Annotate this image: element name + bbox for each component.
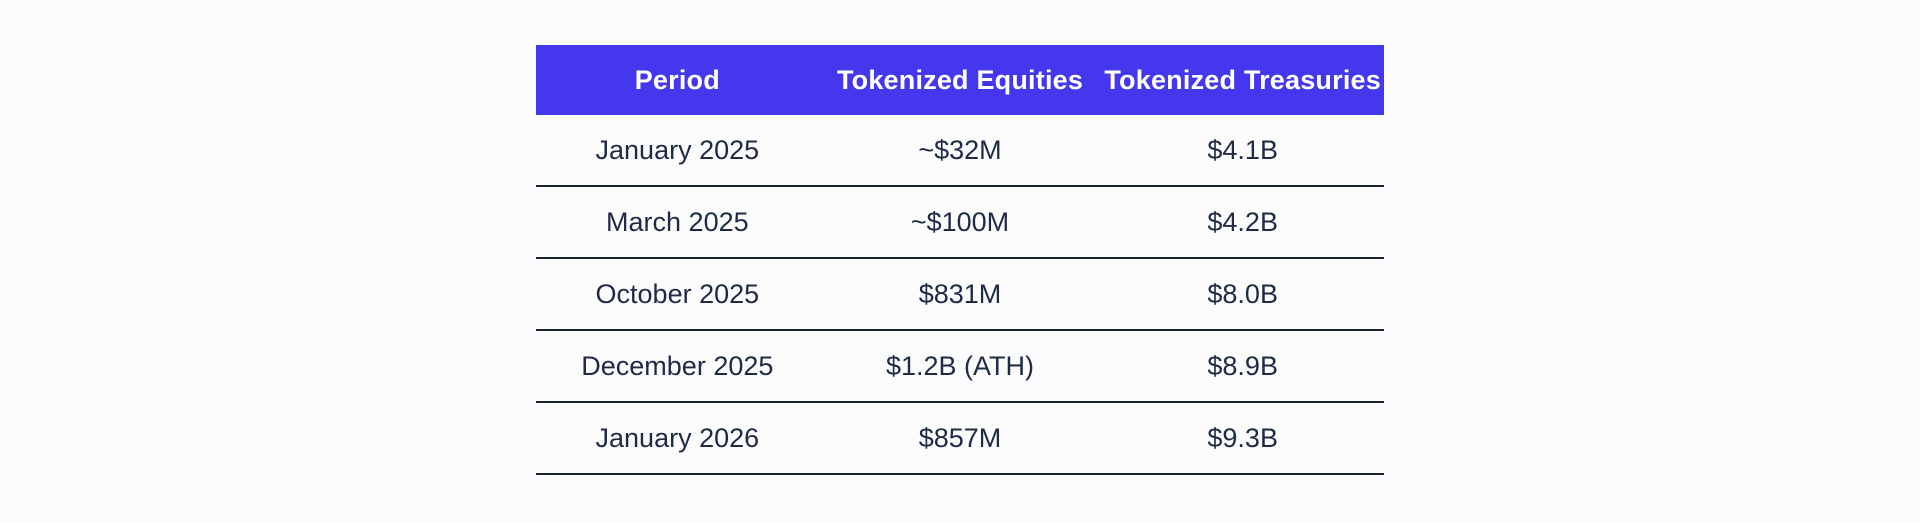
column-header-period: Period [634,64,720,95]
equities-cell: ~$100M [910,206,1010,237]
table-row: January 2025 ~$32M $4.1B [536,115,1384,187]
treasuries-cell: $4.1B [1207,134,1278,165]
treasuries-cell: $8.9B [1207,350,1278,381]
table-row: December 2025 $1.2B (ATH) $8.9B [536,331,1384,403]
equities-cell: $1.2B (ATH) [885,350,1035,381]
table-row: January 2026 $857M $9.3B [536,403,1384,475]
treasuries-cell: $8.0B [1207,278,1278,309]
tokenized-assets-table: Period Tokenized Equities Tokenized Trea… [536,45,1384,475]
period-cell: October 2025 [595,278,760,309]
period-cell: January 2026 [595,422,760,453]
equities-cell: $857M [918,422,1002,453]
table-header-row: Period Tokenized Equities Tokenized Trea… [536,45,1384,115]
treasuries-cell: $4.2B [1207,206,1278,237]
equities-cell: ~$32M [918,134,1002,165]
equities-cell: $831M [918,278,1002,309]
period-cell: January 2025 [595,134,760,165]
treasuries-cell: $9.3B [1207,422,1278,453]
column-header-tokenized-equities: Tokenized Equities [836,64,1084,95]
column-header-tokenized-treasuries: Tokenized Treasuries [1104,64,1381,95]
table-row: March 2025 ~$100M $4.2B [536,187,1384,259]
table-row: October 2025 $831M $8.0B [536,259,1384,331]
period-cell: December 2025 [581,350,774,381]
period-cell: March 2025 [606,206,749,237]
